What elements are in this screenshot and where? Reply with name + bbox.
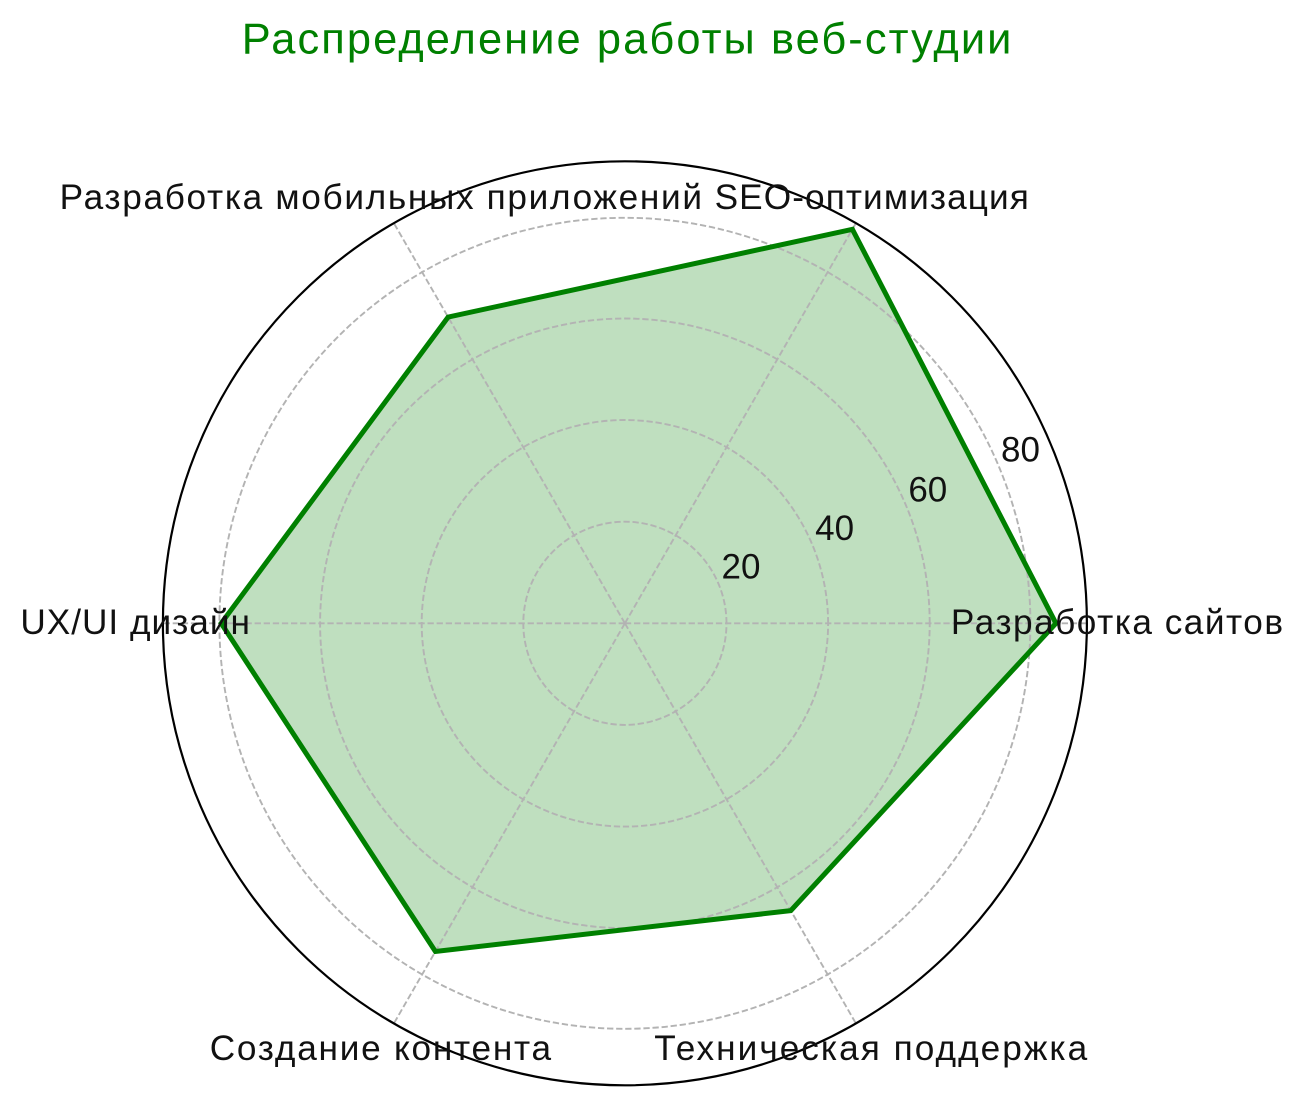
svg-text:60: 60 [908, 470, 947, 509]
svg-text:Разработка мобильных приложени: Разработка мобильных приложений [60, 178, 704, 217]
svg-text:40: 40 [815, 509, 854, 548]
svg-text:80: 80 [1001, 431, 1040, 470]
svg-text:Распределение работы веб-студи: Распределение работы веб-студии [242, 15, 1014, 63]
svg-text:Разработка сайтов: Разработка сайтов [951, 603, 1285, 642]
svg-text:20: 20 [722, 548, 761, 587]
svg-text:Создание контента: Создание контента [210, 1029, 553, 1068]
svg-text:SEO-оптимизация: SEO-оптимизация [715, 178, 1030, 217]
svg-text:Техническая поддержка: Техническая поддержка [654, 1029, 1089, 1068]
svg-text:UX/UI дизайн: UX/UI дизайн [20, 603, 251, 642]
